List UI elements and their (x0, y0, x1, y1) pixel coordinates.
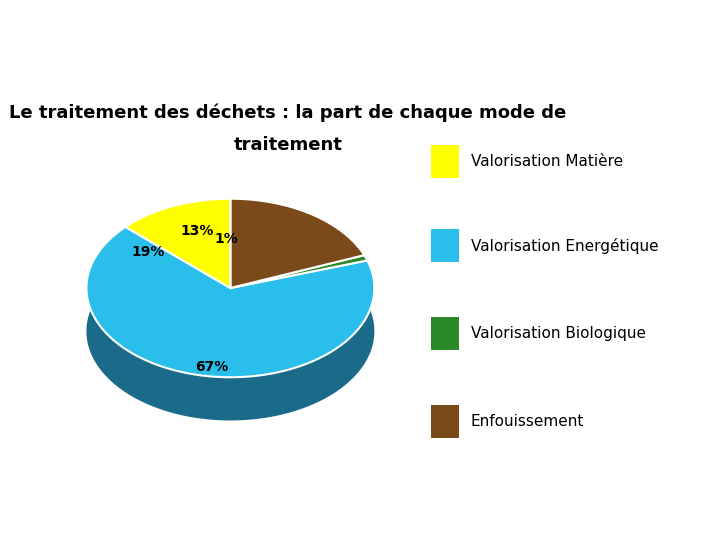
Text: Valorisation Biologique: Valorisation Biologique (471, 326, 646, 341)
Polygon shape (230, 199, 364, 298)
FancyBboxPatch shape (431, 229, 459, 262)
Text: 6. Les données techniques :: 6. Les données techniques : (13, 22, 372, 48)
Text: Valorisation Energétique: Valorisation Energétique (471, 238, 659, 254)
Text: le traitement: le traitement (320, 23, 507, 47)
Polygon shape (86, 227, 374, 421)
Text: Enfouissement: Enfouissement (471, 415, 584, 429)
Polygon shape (125, 227, 230, 331)
Text: Valorisation Matière: Valorisation Matière (471, 154, 623, 168)
Polygon shape (230, 255, 364, 331)
Polygon shape (125, 199, 230, 288)
Polygon shape (125, 199, 230, 270)
Text: 67%: 67% (195, 360, 228, 374)
FancyBboxPatch shape (431, 145, 459, 178)
Polygon shape (364, 255, 367, 303)
Polygon shape (230, 255, 367, 288)
FancyBboxPatch shape (431, 318, 459, 350)
Text: Le traitement des déchets : la part de chaque mode de: Le traitement des déchets : la part de c… (9, 103, 567, 122)
Polygon shape (86, 227, 374, 377)
Polygon shape (230, 260, 367, 331)
Text: 19%: 19% (131, 245, 164, 259)
Polygon shape (230, 199, 364, 288)
Polygon shape (230, 255, 364, 331)
FancyBboxPatch shape (431, 406, 459, 438)
Text: 1%: 1% (215, 232, 238, 246)
Polygon shape (230, 260, 367, 331)
Text: 13%: 13% (180, 224, 214, 238)
Polygon shape (125, 227, 230, 331)
Text: traitement: traitement (233, 136, 343, 154)
